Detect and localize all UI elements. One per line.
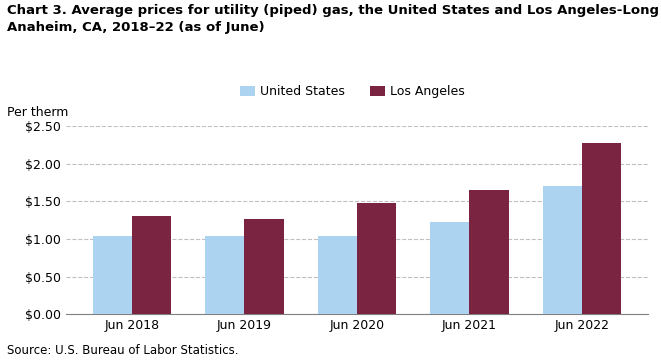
Text: Chart 3. Average prices for utility (piped) gas, the United States and Los Angel: Chart 3. Average prices for utility (pip… <box>7 4 661 34</box>
Bar <box>132 217 171 314</box>
Bar <box>469 190 509 314</box>
Text: Per therm: Per therm <box>7 106 68 119</box>
Bar <box>317 236 357 314</box>
Legend: United States, Los Angeles: United States, Los Angeles <box>235 80 470 103</box>
Bar <box>357 203 397 314</box>
Text: Source: U.S. Bureau of Labor Statistics.: Source: U.S. Bureau of Labor Statistics. <box>7 344 238 357</box>
Bar <box>205 236 245 314</box>
Bar <box>430 222 469 314</box>
Bar <box>543 186 582 314</box>
Bar <box>582 143 621 314</box>
Bar <box>93 236 132 314</box>
Bar <box>245 219 284 314</box>
